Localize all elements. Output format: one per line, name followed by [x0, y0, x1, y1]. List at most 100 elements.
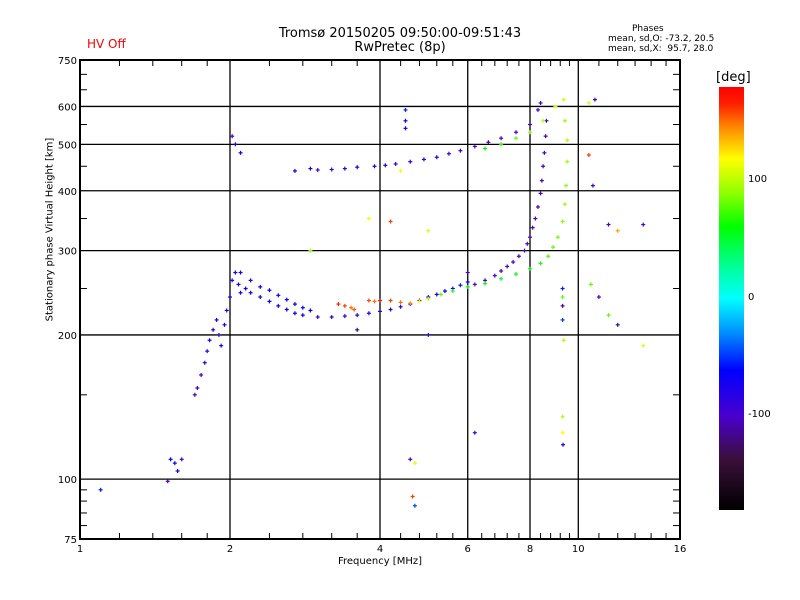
data-point — [408, 301, 413, 306]
data-point — [378, 309, 382, 314]
data-point — [426, 296, 431, 301]
data-point — [553, 104, 558, 109]
data-point — [195, 385, 200, 390]
data-point — [560, 430, 565, 435]
data-point — [243, 286, 248, 291]
data-point — [543, 134, 548, 139]
data-point — [207, 338, 212, 343]
data-point — [514, 130, 519, 135]
data-point — [378, 298, 382, 303]
data-point — [398, 304, 403, 309]
data-point — [276, 303, 281, 308]
data-point — [472, 282, 477, 287]
series-group — [192, 270, 470, 397]
data-point — [505, 264, 510, 269]
data-point — [192, 392, 197, 397]
data-point — [551, 245, 556, 250]
data-point — [211, 327, 216, 332]
data-point — [560, 219, 565, 224]
data-point — [596, 295, 601, 300]
y-axis-label: Stationary phase Virtual Height [km] — [44, 137, 56, 322]
data-point — [615, 228, 620, 233]
data-point — [560, 317, 565, 322]
data-point — [561, 442, 566, 447]
x-tick-label: 16 — [674, 544, 687, 555]
data-point — [222, 322, 227, 327]
data-point — [538, 100, 543, 105]
series-group — [98, 414, 566, 508]
y-tick-label: 600 — [58, 102, 77, 113]
data-point — [342, 166, 347, 171]
y-tick-label: 300 — [58, 247, 77, 258]
data-point — [224, 308, 229, 313]
data-point — [300, 305, 305, 310]
data-point — [388, 298, 393, 303]
data-point — [560, 303, 565, 308]
data-point — [499, 276, 504, 281]
data-point — [539, 178, 544, 183]
series-group — [388, 97, 570, 306]
data-point — [465, 279, 470, 284]
data-point — [366, 216, 371, 221]
data-point — [486, 140, 491, 145]
data-point — [230, 278, 235, 283]
data-point — [393, 161, 398, 166]
data-point — [336, 302, 341, 307]
data-point — [276, 293, 281, 298]
data-point — [538, 261, 543, 266]
data-point — [542, 150, 547, 155]
data-point — [258, 284, 263, 289]
x-tick-label: 4 — [377, 544, 383, 555]
data-point — [561, 97, 566, 102]
data-point — [530, 225, 535, 230]
data-point — [472, 144, 477, 149]
series-group — [336, 298, 382, 312]
data-point — [546, 254, 551, 259]
data-point — [525, 241, 530, 246]
data-point — [483, 146, 488, 151]
data-point — [499, 142, 504, 147]
data-point — [284, 297, 289, 302]
y-tick-label: 200 — [58, 331, 77, 342]
data-point — [342, 303, 347, 308]
data-point — [541, 164, 546, 169]
data-point — [267, 288, 272, 293]
data-point — [408, 159, 413, 164]
data-point — [499, 136, 504, 141]
data-point — [315, 167, 320, 172]
data-point — [175, 468, 180, 473]
data-point — [366, 311, 371, 316]
data-point — [403, 126, 408, 131]
x-tick-label: 6 — [465, 544, 471, 555]
data-point — [560, 414, 565, 419]
colorbar — [719, 87, 744, 510]
stats-heading: Phases — [632, 24, 664, 34]
data-point — [355, 165, 360, 170]
stats-x-mode: mean, sd,X: 95.7, 28.0 — [608, 44, 714, 54]
data-point — [383, 163, 388, 168]
data-point — [458, 283, 463, 288]
y-tick-labels: 75 100 200 300 400 500 600 750 — [58, 56, 77, 546]
data-point — [388, 219, 393, 224]
data-point — [267, 299, 272, 304]
data-point — [329, 167, 334, 172]
data-point — [172, 461, 177, 466]
data-point — [308, 308, 313, 313]
data-point — [214, 317, 219, 322]
y-tick-label: 750 — [58, 56, 77, 67]
data-point — [199, 372, 204, 377]
data-point — [483, 281, 488, 286]
chart-title: Tromsø 20150205 09:50:00-09:51:43 — [278, 26, 522, 41]
data-point — [403, 107, 408, 112]
data-point — [412, 461, 417, 466]
series-group — [238, 270, 313, 313]
data-point — [410, 494, 415, 499]
data-point — [426, 228, 431, 233]
data-point — [228, 295, 232, 300]
chart-subtitle: RwPretec (8p) — [354, 40, 446, 55]
data-point — [535, 204, 540, 209]
data-point — [606, 313, 611, 318]
data-point — [586, 153, 591, 158]
data-point — [308, 248, 313, 253]
data-point — [308, 166, 313, 171]
